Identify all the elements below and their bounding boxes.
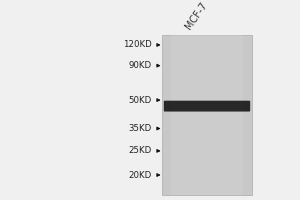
Text: MCF-7: MCF-7 — [183, 0, 209, 31]
Bar — [162, 35, 252, 195]
Text: 20KD: 20KD — [128, 171, 152, 180]
FancyBboxPatch shape — [164, 101, 250, 112]
Text: 90KD: 90KD — [128, 61, 152, 70]
Text: 35KD: 35KD — [128, 124, 152, 133]
Bar — [171, 35, 243, 195]
Text: 25KD: 25KD — [128, 146, 152, 155]
Text: 50KD: 50KD — [128, 96, 152, 105]
Text: 120KD: 120KD — [123, 40, 152, 49]
